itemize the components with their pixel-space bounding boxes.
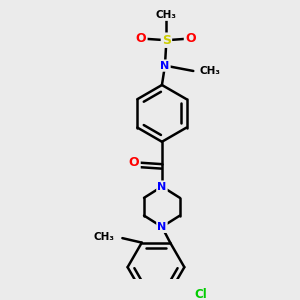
Text: O: O <box>129 156 140 169</box>
Text: CH₃: CH₃ <box>199 66 220 76</box>
Text: CH₃: CH₃ <box>156 10 177 20</box>
Text: N: N <box>157 182 167 191</box>
Text: O: O <box>185 32 196 45</box>
Text: O: O <box>136 32 146 45</box>
Text: S: S <box>162 34 171 47</box>
Text: N: N <box>160 61 170 70</box>
Text: N: N <box>157 222 167 232</box>
Text: Cl: Cl <box>195 288 207 300</box>
Text: CH₃: CH₃ <box>94 232 115 242</box>
